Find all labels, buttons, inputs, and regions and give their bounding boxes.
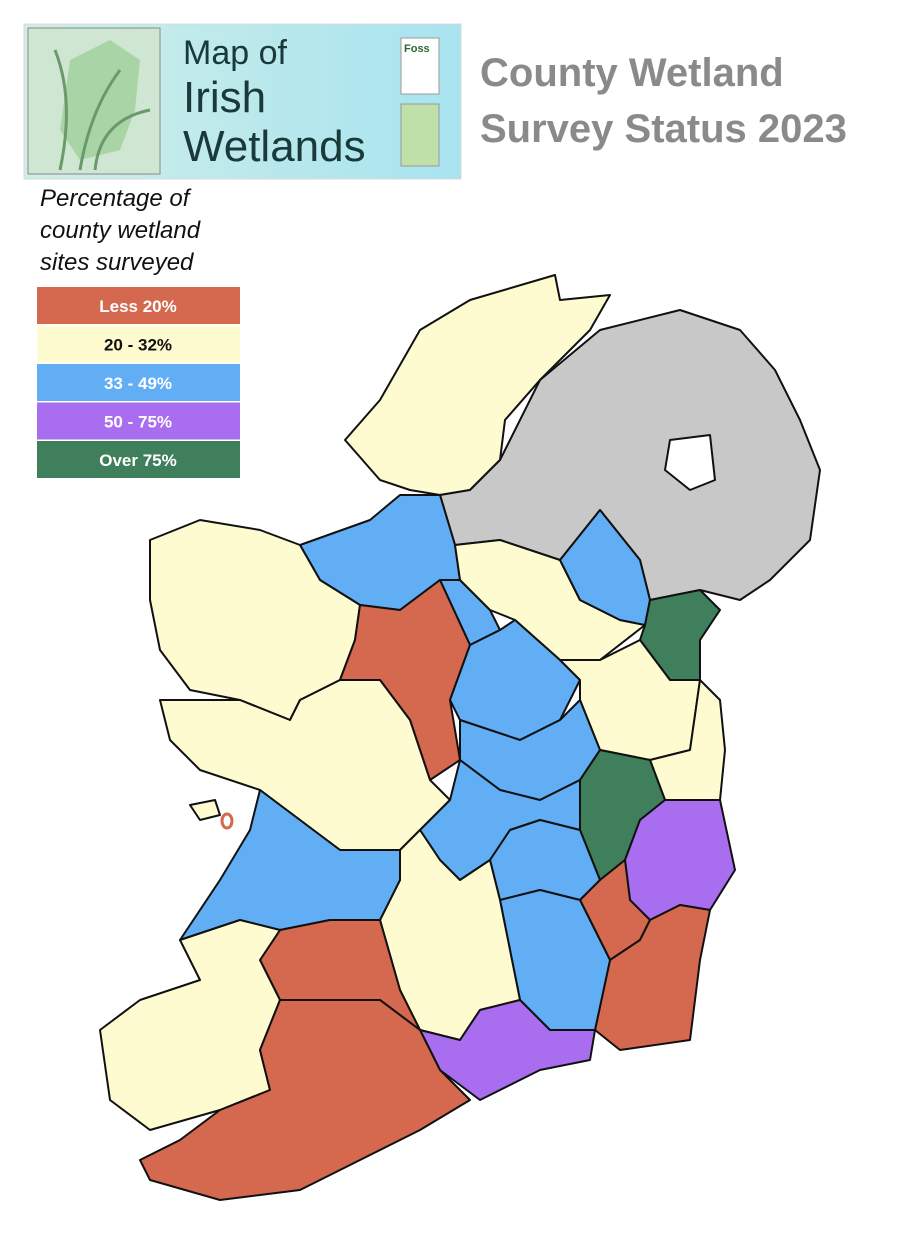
legend-label: 50 - 75% — [104, 413, 172, 432]
logo-line: Irish — [183, 73, 266, 122]
county — [339, 579, 471, 781]
title-line: Survey Status 2023 — [480, 107, 847, 151]
legend-title: Percentage of — [40, 185, 192, 212]
map — [99, 274, 821, 1201]
county — [454, 539, 646, 661]
logo-line: Wetlands — [183, 122, 366, 171]
island-marker — [220, 812, 234, 830]
island — [189, 799, 221, 821]
sponsor-logo — [400, 37, 440, 95]
legend-swatch — [37, 402, 240, 440]
county — [419, 999, 596, 1101]
county — [449, 619, 581, 741]
legend-label: Less 20% — [99, 297, 177, 316]
lough-neagh — [664, 434, 716, 491]
logo-line: Map of — [183, 34, 287, 72]
sponsor-logo — [400, 103, 440, 167]
legend-title: county wetland — [40, 217, 201, 244]
legend-title: sites surveyed — [40, 249, 194, 276]
county — [344, 274, 611, 496]
county — [139, 999, 471, 1201]
title-line: County Wetland — [480, 51, 784, 95]
logo-reeds — [53, 49, 151, 171]
legend-swatch — [37, 325, 240, 363]
legend-label: 20 - 32% — [104, 336, 172, 355]
legend-swatch — [37, 287, 240, 324]
legend-label: Over 75% — [99, 451, 177, 470]
legend: Less 20% 20 - 32% 33 - 49% 50 - 75% Over 75% — [37, 287, 240, 478]
legend-swatch — [37, 441, 240, 478]
sponsor-text: Foss — [404, 43, 430, 55]
legend-label: 33 - 49% — [104, 374, 172, 393]
legend-swatch — [37, 364, 240, 401]
